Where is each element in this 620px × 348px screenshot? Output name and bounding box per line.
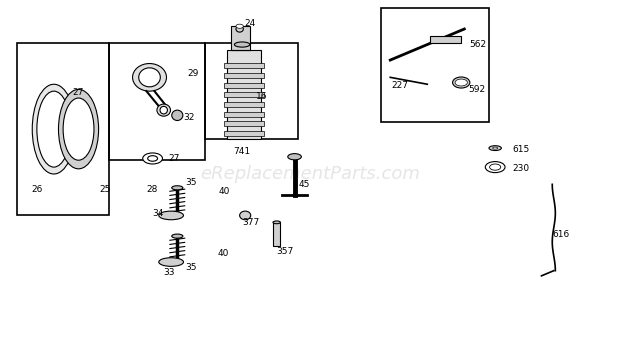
- Text: 616: 616: [552, 230, 569, 239]
- Bar: [224, 131, 264, 136]
- Bar: [224, 82, 264, 88]
- Bar: [227, 50, 260, 140]
- Bar: [231, 25, 249, 50]
- Text: 227: 227: [391, 81, 409, 90]
- Text: 24: 24: [244, 19, 255, 28]
- Text: 35: 35: [185, 178, 197, 187]
- Text: 377: 377: [242, 218, 259, 227]
- Ellipse shape: [240, 211, 250, 220]
- Text: 16: 16: [255, 92, 267, 101]
- Bar: [224, 111, 264, 117]
- Bar: [430, 36, 461, 43]
- Text: 615: 615: [513, 145, 529, 154]
- Bar: [205, 43, 298, 140]
- Text: 357: 357: [277, 247, 294, 256]
- Circle shape: [148, 156, 157, 161]
- Ellipse shape: [273, 221, 280, 224]
- Ellipse shape: [63, 98, 94, 160]
- Text: 40: 40: [218, 249, 229, 258]
- Bar: [273, 222, 280, 246]
- Ellipse shape: [58, 89, 99, 169]
- Text: 40: 40: [219, 187, 230, 196]
- Text: 741: 741: [233, 147, 250, 156]
- Ellipse shape: [37, 91, 71, 167]
- Text: 34: 34: [152, 209, 163, 218]
- Text: 32: 32: [184, 112, 195, 121]
- Ellipse shape: [489, 146, 502, 151]
- Text: 35: 35: [185, 263, 197, 272]
- Text: 592: 592: [469, 85, 485, 94]
- Ellipse shape: [234, 42, 250, 47]
- Text: 33: 33: [164, 268, 175, 277]
- Circle shape: [490, 164, 501, 170]
- Text: 25: 25: [99, 185, 110, 194]
- Bar: [224, 102, 264, 107]
- Text: 29: 29: [188, 69, 199, 78]
- Bar: [224, 73, 264, 78]
- Ellipse shape: [160, 106, 167, 114]
- Bar: [224, 121, 264, 126]
- Ellipse shape: [172, 234, 183, 238]
- Circle shape: [485, 161, 505, 173]
- Circle shape: [455, 79, 467, 86]
- Ellipse shape: [159, 211, 184, 220]
- Text: 230: 230: [513, 164, 529, 173]
- Ellipse shape: [133, 64, 167, 91]
- Text: 27: 27: [168, 154, 179, 163]
- Bar: [224, 92, 264, 97]
- Text: 45: 45: [299, 180, 310, 189]
- Text: 28: 28: [146, 185, 158, 194]
- Text: 27: 27: [73, 88, 84, 97]
- Ellipse shape: [32, 84, 76, 174]
- Ellipse shape: [453, 77, 470, 88]
- Ellipse shape: [493, 147, 498, 149]
- Bar: [109, 43, 205, 160]
- Text: eReplacementParts.com: eReplacementParts.com: [200, 165, 420, 183]
- Text: 26: 26: [31, 185, 42, 194]
- Ellipse shape: [139, 68, 161, 87]
- Ellipse shape: [157, 104, 171, 116]
- Ellipse shape: [159, 258, 184, 266]
- Bar: [17, 43, 109, 215]
- Ellipse shape: [172, 110, 183, 120]
- Bar: [224, 63, 264, 68]
- Circle shape: [236, 24, 243, 28]
- Ellipse shape: [236, 26, 243, 32]
- Text: 562: 562: [469, 40, 486, 49]
- Ellipse shape: [288, 153, 301, 160]
- Circle shape: [143, 153, 162, 164]
- Bar: [381, 8, 489, 122]
- Ellipse shape: [172, 186, 183, 190]
